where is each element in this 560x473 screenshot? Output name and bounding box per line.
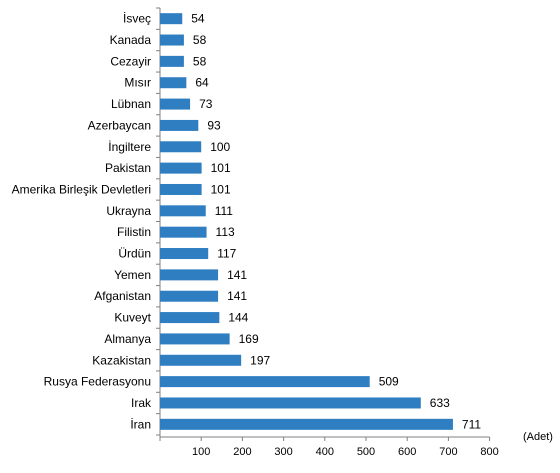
value-label: 509 — [379, 375, 399, 389]
value-label: 100 — [210, 140, 230, 154]
category-label: Kazakistan — [92, 353, 151, 367]
bar — [160, 418, 453, 430]
bar — [160, 34, 184, 46]
value-label: 111 — [215, 204, 234, 218]
bar — [160, 354, 242, 366]
category-label: Irak — [131, 396, 152, 410]
bar — [160, 13, 183, 25]
category-label: Kuveyt — [114, 311, 151, 325]
axis-layer — [156, 7, 491, 441]
bar — [160, 269, 219, 281]
bar — [160, 312, 220, 324]
value-label: 64 — [195, 76, 209, 90]
value-label: 117 — [217, 247, 236, 261]
category-label: İran — [130, 417, 151, 431]
x-tick-label: 700 — [439, 446, 457, 458]
value-label: 73 — [199, 97, 213, 111]
bar — [160, 98, 191, 110]
bar — [160, 162, 202, 174]
category-label: Rusya Federasyonu — [44, 375, 151, 389]
value-label: 711 — [462, 417, 481, 431]
category-label: Afganistan — [94, 289, 151, 303]
value-label: 144 — [228, 311, 248, 325]
category-label: Mısır — [124, 76, 151, 90]
x-axis-unit-label: (Adet) — [523, 431, 553, 443]
bar-layer — [160, 13, 453, 430]
value-label: 113 — [216, 225, 235, 239]
bar — [160, 226, 207, 238]
x-tick-label: 800 — [480, 446, 498, 458]
x-tick-label: 600 — [398, 446, 416, 458]
value-label: 101 — [211, 161, 231, 175]
value-label: 54 — [191, 12, 205, 26]
value-label: 633 — [430, 396, 450, 410]
value-label: 141 — [227, 289, 247, 303]
category-label: İsveç — [123, 12, 151, 26]
category-label: Ürdün — [118, 247, 151, 261]
category-label: Ukrayna — [106, 204, 151, 218]
category-label: Almanya — [104, 332, 151, 346]
label-layer: 100 200 300 400 500 600 700 800 İsveç 54 Kanada 58 C… — [12, 12, 499, 458]
value-label: 58 — [193, 33, 207, 47]
category-label: Filistin — [117, 225, 151, 239]
category-label: Kanada — [110, 33, 152, 47]
category-label: İngiltere — [108, 140, 151, 154]
category-label: Yemen — [114, 268, 151, 282]
category-label: Lübnan — [111, 97, 151, 111]
value-label: 141 — [227, 268, 247, 282]
bar — [160, 290, 219, 302]
x-tick-label: 300 — [274, 446, 292, 458]
bar — [160, 141, 202, 153]
category-label: Amerika Birleşik Devletleri — [12, 182, 151, 196]
bar — [160, 397, 421, 409]
bar — [160, 376, 370, 388]
value-label: 58 — [193, 54, 207, 68]
category-label: Pakistan — [105, 161, 151, 175]
bar — [160, 77, 187, 89]
bar — [160, 333, 230, 345]
x-tick-label: 400 — [316, 446, 334, 458]
value-label: 197 — [250, 353, 270, 367]
bar — [160, 183, 202, 195]
value-label: 93 — [207, 118, 221, 132]
value-label: 101 — [211, 182, 231, 196]
x-tick-label: 500 — [357, 446, 375, 458]
category-label: Cezayir — [110, 54, 151, 68]
category-label: Azerbaycan — [88, 118, 151, 132]
bar — [160, 55, 184, 67]
bar — [160, 248, 209, 260]
bar — [160, 119, 199, 131]
bar — [160, 205, 206, 217]
value-label: 169 — [239, 332, 259, 346]
x-tick-label: 200 — [233, 446, 251, 458]
x-tick-label: 100 — [192, 446, 210, 458]
